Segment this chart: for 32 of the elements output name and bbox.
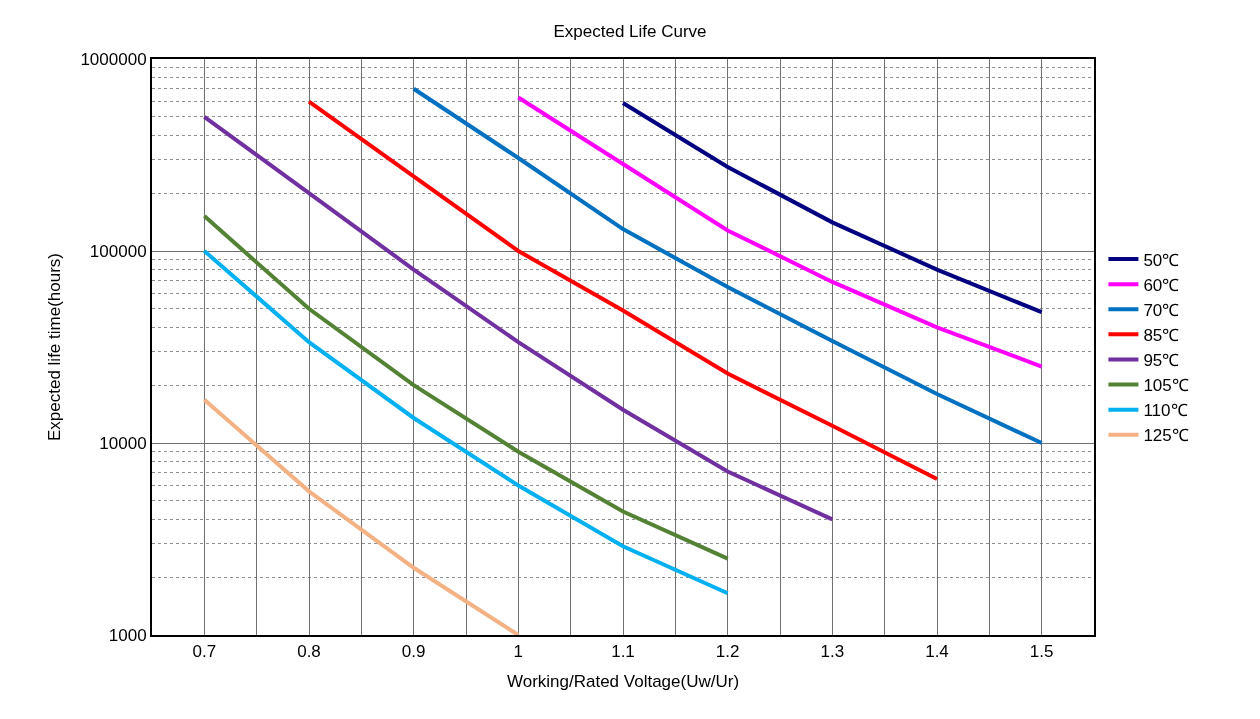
x-tick-label: 0.8 [297, 642, 321, 662]
y-tick-label: 10000 [99, 433, 147, 453]
y-tick-label: 1000 [108, 625, 147, 645]
legend-label: 105℃ [1143, 376, 1189, 396]
x-tick-label: 1.3 [820, 642, 845, 662]
line-series [516, 95, 1044, 369]
x-tick-label: 1.4 [925, 642, 949, 662]
line-series [307, 99, 939, 481]
x-tick-label: 1.1 [611, 642, 635, 662]
x-tick-label: 1.5 [1029, 642, 1054, 662]
y-axis-title: Expected life time(hours) [45, 252, 65, 442]
x-tick-label: 1.2 [715, 642, 740, 662]
legend-label: 125℃ [1143, 426, 1189, 446]
legend-label: 85℃ [1143, 325, 1180, 345]
line-series [411, 86, 1044, 445]
x-axis-title: Working/Rated Voltage(Uw/Ur) [506, 672, 740, 692]
legend-label: 60℃ [1143, 275, 1180, 295]
x-tick-label: 1 [513, 642, 524, 662]
legend-label: 70℃ [1143, 300, 1180, 320]
line-series [202, 397, 521, 635]
x-tick-label: 0.9 [401, 642, 426, 662]
legend-label: 50℃ [1143, 250, 1180, 270]
line-series [202, 214, 730, 561]
y-tick-label: 1000000 [80, 49, 147, 69]
line-series [202, 114, 835, 522]
legend-label: 95℃ [1143, 351, 1180, 371]
line-series [621, 101, 1044, 315]
legend-label: 110℃ [1143, 401, 1188, 421]
chart-title: Expected Life Curve [553, 22, 707, 42]
line-series [202, 249, 730, 596]
y-tick-label: 100000 [89, 241, 147, 261]
x-tick-label: 0.7 [192, 642, 217, 662]
